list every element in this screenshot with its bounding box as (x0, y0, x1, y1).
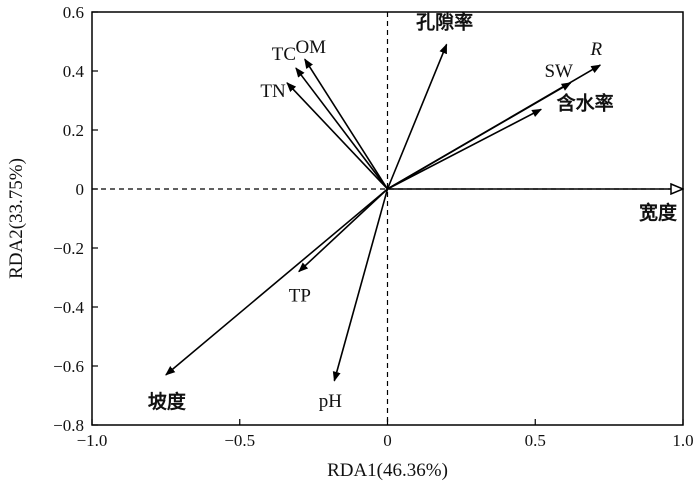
y-tick-label: −0.8 (53, 416, 84, 435)
vector-label: 孔隙率 (416, 10, 473, 33)
y-tick-label: 0.6 (63, 3, 84, 22)
vector-label: OM (295, 37, 326, 58)
vector-arrow-TN (286, 82, 389, 190)
plot-area: −1.0 −0.5 0 0.5 1.0 −0.8 −0.6 −0.4 −0.2 0 0.2 0.4 0.… (53, 3, 693, 450)
vector-label: SW (544, 61, 573, 82)
y-tick-label: 0.2 (63, 121, 84, 140)
y-tick-label: −0.2 (53, 239, 84, 258)
y-tick-label: 0 (76, 180, 85, 199)
vector-label: pH (319, 391, 343, 412)
y-tick-label: −0.6 (53, 357, 84, 376)
vector-arrow-坡度 (165, 188, 389, 376)
vector-label: R (589, 39, 602, 60)
vector-label: TP (289, 286, 311, 307)
vector-arrow-pH (332, 188, 389, 382)
vector-label: TC (272, 44, 296, 65)
vector-layer (165, 43, 683, 382)
x-tick-label: −1.0 (77, 431, 108, 450)
vector-label: TN (260, 81, 286, 102)
x-tick-label: −0.5 (224, 431, 255, 450)
vector-label: 宽度 (639, 201, 678, 224)
vector-arrow-TC (295, 67, 389, 190)
x-axis-title: RDA1(46.36%) (327, 460, 448, 481)
vector-label: 坡度 (148, 390, 187, 413)
y-tick-label: 0.4 (63, 62, 85, 81)
vector-arrow-OM (304, 58, 389, 190)
vector-arrow-含水率 (387, 108, 543, 190)
vector-label: 含水率 (557, 91, 614, 114)
y-tick-label: −0.4 (53, 298, 84, 317)
vector-arrow-孔隙率 (386, 43, 448, 190)
x-tick-label: 0 (383, 431, 392, 450)
x-tick-label: 0.5 (525, 431, 546, 450)
vector-arrow-TP (298, 188, 389, 273)
y-axis-title: RDA2(33.75%) (6, 158, 27, 279)
x-tick-label: 1.0 (672, 431, 693, 450)
vector-arrow-R (387, 64, 602, 190)
